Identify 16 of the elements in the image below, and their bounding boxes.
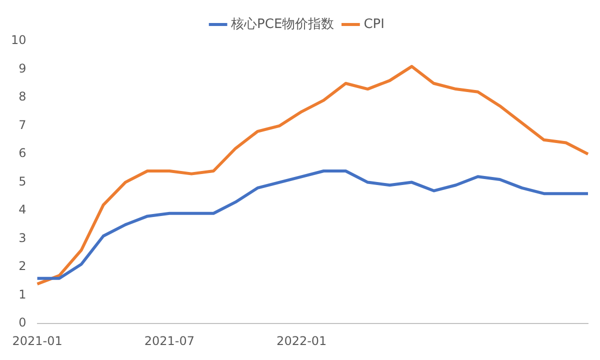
x-tick-label: 2021-01 [12, 334, 62, 348]
legend-label: 核心PCE物价指数 [230, 16, 334, 32]
x-tick-label: 2021-07 [144, 334, 195, 348]
y-tick-label: 9 [18, 61, 26, 76]
y-tick-label: 7 [18, 118, 26, 132]
y-tick-label: 5 [18, 174, 26, 188]
y-tick-label: 6 [18, 146, 26, 160]
y-tick-label: 8 [18, 90, 26, 104]
y-tick-label: 3 [18, 230, 26, 245]
x-tick-label: 2022-01 [276, 334, 327, 348]
y-tick-label: 10 [10, 33, 26, 48]
y-tick-label: 4 [18, 202, 26, 217]
y-tick-label: 1 [18, 287, 26, 302]
y-tick-label: 2 [18, 259, 26, 274]
y-tick-label: 0 [18, 316, 26, 330]
legend-label: CPI [364, 16, 384, 32]
